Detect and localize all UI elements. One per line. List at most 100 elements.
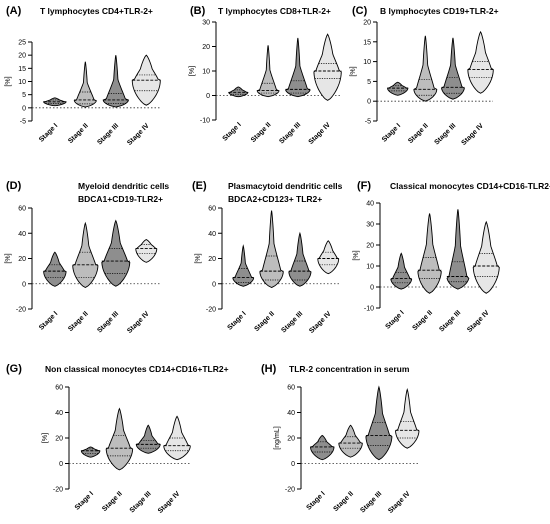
category-label: Stage III [129, 490, 153, 514]
y-tick-label: 0 [206, 93, 210, 100]
panel-letter: (D) [6, 180, 22, 192]
violin-body [80, 446, 101, 458]
violin-body [259, 210, 284, 289]
violin-stage-i [80, 446, 101, 458]
violin-body [256, 45, 280, 98]
violin-stage-iii [365, 385, 393, 461]
category-label: Stage IV [387, 490, 412, 515]
panel-h: (H) TLR-2 concentration in serum -20 0 20 40 6… [261, 363, 420, 515]
panel-d: (D) Myeloid dendritic cells BDCA1+CD19-TLR… [5, 180, 169, 335]
panel-title: TLR-2 concentration in serum [289, 364, 410, 374]
panel-c: (C) B lymphocytes CD19+TLR-2+ -5 0 5 10 15 20 [%… [350, 5, 499, 147]
category-label: Stage I [38, 122, 59, 143]
category-label: Stage II [67, 310, 90, 333]
y-tick-label: 10 [366, 264, 374, 271]
violin-stage-iv [472, 220, 500, 294]
violin-stage-ii [417, 213, 442, 294]
category-label: Stage III [96, 310, 120, 334]
y-tick-label: 0 [291, 461, 295, 468]
y-tick-label: 60 [287, 385, 295, 392]
y-tick-label: 0 [59, 461, 63, 468]
category-label: Stage IV [157, 490, 182, 515]
violin-stage-iii [288, 231, 312, 287]
y-axis-label: [%] [353, 250, 360, 260]
violin-stage-i [310, 434, 335, 461]
y-tick-label: 40 [55, 410, 63, 417]
y-tick-label: 0 [22, 281, 26, 288]
y-tick-label: 10 [18, 79, 26, 86]
panel-letter: (F) [357, 180, 371, 192]
panel-letter: (G) [6, 363, 22, 375]
violin-stage-iv [467, 30, 494, 94]
panel-a: (A) T lymphocytes CD4+TLR-2+ -5 0 5 10 15 20 25 [… [5, 5, 161, 147]
y-tick-label: 40 [18, 231, 26, 238]
panel-title: BDCA2+CD123+ TLR2+ [228, 194, 322, 204]
violin-stage-ii [338, 424, 363, 458]
y-tick-label: 40 [366, 201, 374, 208]
violin-body [413, 35, 438, 102]
category-label: Stage II [407, 122, 430, 145]
y-tick-label: 20 [287, 436, 295, 443]
violin-body [313, 33, 342, 101]
y-tick-label: -20 [285, 487, 295, 494]
violin-body [317, 240, 340, 275]
category-label: Stage I [74, 490, 95, 511]
violin-stage-iii [441, 37, 465, 100]
violin-stage-i [387, 81, 409, 96]
category-label: Stage II [67, 122, 90, 145]
violin-stage-ii [73, 61, 98, 108]
panel-letter: (H) [261, 363, 277, 375]
panel-letter: (E) [192, 180, 207, 192]
violin-body [228, 86, 249, 98]
y-tick-label: 20 [366, 243, 374, 250]
panel-letter: (C) [352, 5, 368, 17]
panel-b: (B) T lymphocytes CD8+TLR-2+ -10 0 10 20 30 [%]… [189, 5, 342, 146]
category-label: Stage I [384, 309, 405, 330]
category-label: Stage III [280, 310, 304, 334]
violin-body [43, 251, 67, 287]
y-axis-label: [%] [42, 433, 49, 443]
violin-body [441, 37, 465, 100]
y-tick-label: 0 [370, 285, 374, 292]
panel-title: Plasmacytoid dendritic cells [228, 181, 343, 191]
y-tick-label: 40 [287, 410, 295, 417]
category-label: Stage I [222, 121, 243, 142]
violin-body [446, 209, 470, 290]
panel-title: B lymphocytes CD19+TLR-2+ [380, 6, 499, 16]
violin-body [390, 252, 413, 290]
violin-body [135, 424, 161, 454]
y-tick-label: -5 [20, 119, 26, 126]
violin-stage-iv [317, 240, 340, 275]
y-tick-label: 40 [208, 231, 216, 238]
panel-title: Non classical monocytes CD14+CD16+TLR2+ [45, 364, 229, 374]
violin-body [338, 424, 363, 458]
violin-body [472, 220, 500, 294]
y-tick-label: -20 [16, 307, 26, 314]
y-tick-label: 60 [208, 206, 216, 213]
y-axis-label: [%] [195, 253, 202, 263]
panel-letter: (A) [6, 5, 22, 17]
violin-body [387, 81, 409, 96]
violin-body [101, 219, 131, 287]
violin-stage-i [232, 244, 255, 287]
y-tick-label: -5 [365, 119, 371, 126]
y-tick-label: 20 [18, 256, 26, 263]
violin-stage-iv [395, 388, 420, 449]
violin-stage-iv [131, 54, 161, 106]
violin-body [417, 213, 442, 294]
panel-f: (F) Classical monocytes CD14+CD16-TLR2+ -1… [353, 180, 550, 334]
category-label: Stage III [359, 490, 383, 514]
y-tick-label: 0 [367, 99, 371, 106]
category-label: Stage IV [308, 121, 333, 146]
y-tick-label: 15 [18, 66, 26, 73]
y-tick-label: 0 [212, 281, 216, 288]
y-tick-label: 10 [363, 59, 371, 66]
y-tick-label: 10 [202, 69, 210, 76]
violin-stage-iii [446, 209, 470, 290]
category-label: Stage IV [126, 310, 151, 335]
category-label: Stage I [381, 122, 402, 143]
y-tick-label: 25 [18, 40, 26, 47]
violin-stage-i [390, 252, 413, 290]
category-label: Stage III [278, 121, 302, 145]
